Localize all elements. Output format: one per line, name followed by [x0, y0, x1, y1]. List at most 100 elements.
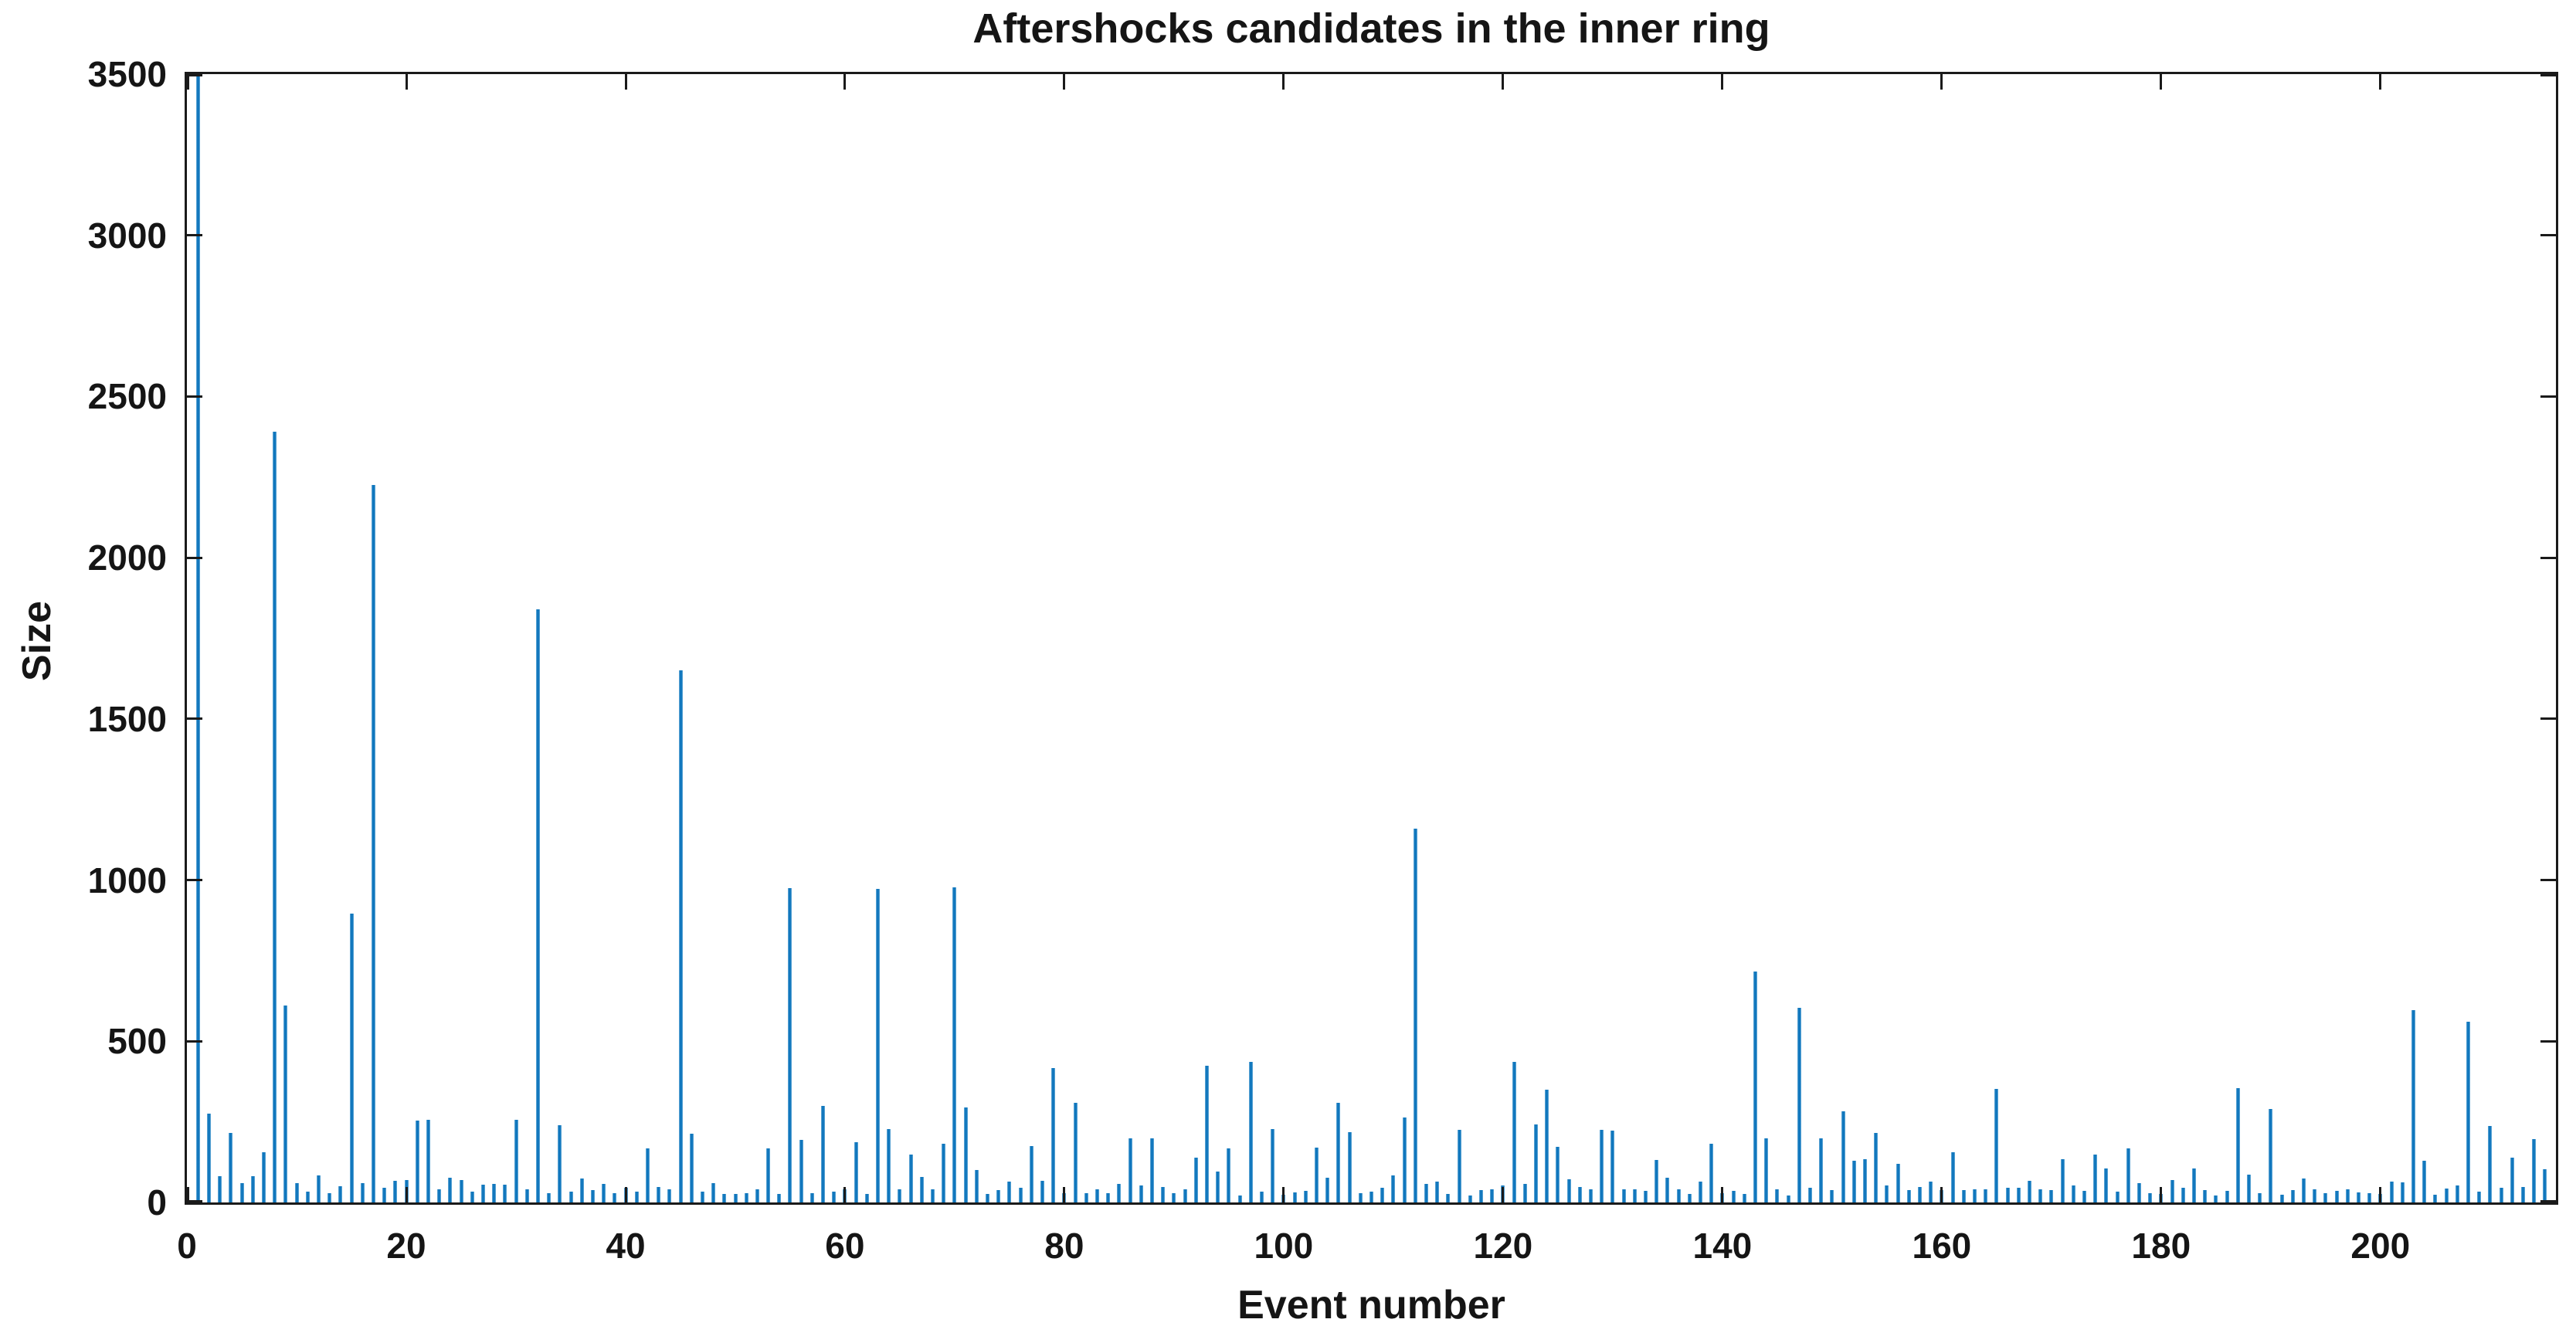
bar-event-134 [1655, 1159, 1659, 1202]
bar-event-202 [2400, 1182, 2405, 1202]
bar-event-158 [1918, 1187, 1922, 1202]
bar-event-85 [1117, 1183, 1122, 1202]
bar-event-207 [2455, 1185, 2459, 1202]
bar-event-66 [908, 1155, 913, 1202]
bar-event-2 [206, 1114, 211, 1202]
bar-event-70 [952, 887, 957, 1202]
bar-event-149 [1819, 1138, 1824, 1202]
x-tick-bottom-140 [1721, 1187, 1724, 1202]
bar-event-65 [898, 1189, 902, 1202]
bar-event-13 [328, 1193, 332, 1202]
bar-event-46 [689, 1134, 694, 1202]
bar-event-188 [2246, 1174, 2251, 1202]
bar-event-48 [711, 1183, 716, 1202]
bar-event-59 [832, 1192, 837, 1202]
x-tick-bottom-200 [2379, 1187, 2382, 1202]
bar-event-15 [349, 914, 354, 1202]
bar-event-47 [700, 1192, 704, 1202]
bar-event-28 [492, 1183, 497, 1202]
bar-event-69 [942, 1143, 946, 1202]
y-tick-left-1500 [187, 717, 202, 721]
bar-event-179 [2148, 1192, 2153, 1202]
x-tick-label-120: 120 [1473, 1226, 1533, 1266]
bar-event-162 [1961, 1190, 1966, 1202]
bar-event-83 [1095, 1189, 1099, 1202]
x-tick-label-40: 40 [606, 1226, 646, 1266]
x-axis-label: Event number [1237, 1283, 1505, 1328]
bar-event-214 [2532, 1138, 2537, 1202]
bar-event-130 [1610, 1130, 1615, 1202]
y-tick-label-2000: 2000 [87, 538, 167, 578]
bar-event-129 [1600, 1130, 1604, 1202]
bar-event-212 [2510, 1158, 2514, 1202]
bar-event-79 [1051, 1068, 1056, 1202]
bar-event-199 [2367, 1192, 2372, 1202]
x-tick-bottom-60 [843, 1187, 847, 1202]
chart-title: Aftershocks candidates in the inner ring [972, 5, 1770, 52]
bar-event-187 [2235, 1087, 2240, 1202]
bar-event-183 [2191, 1168, 2196, 1202]
bar-event-50 [733, 1194, 738, 1202]
bar-event-178 [2136, 1183, 2141, 1202]
x-tick-top-100 [1282, 74, 1285, 90]
bar-event-159 [1929, 1182, 1933, 1202]
bar-event-106 [1347, 1131, 1352, 1202]
y-tick-right-3500 [2540, 74, 2556, 76]
x-tick-label-60: 60 [825, 1226, 865, 1266]
bar-event-26 [470, 1192, 474, 1202]
bar-event-68 [931, 1189, 935, 1202]
bar-event-107 [1358, 1192, 1363, 1202]
y-tick-right-2500 [2540, 395, 2556, 398]
bar-event-22 [426, 1120, 430, 1202]
y-tick-right-0 [2540, 1200, 2556, 1202]
bar-event-132 [1632, 1189, 1637, 1202]
x-tick-label-180: 180 [2131, 1226, 2191, 1266]
bar-event-94 [1216, 1172, 1220, 1202]
bar-event-128 [1589, 1189, 1593, 1202]
bar-event-153 [1863, 1159, 1867, 1202]
bar-event-98 [1260, 1191, 1264, 1202]
y-tick-left-2500 [187, 395, 202, 398]
bar-event-31 [524, 1189, 529, 1202]
bar-event-126 [1566, 1179, 1571, 1202]
bar-event-123 [1534, 1124, 1538, 1202]
bar-event-61 [854, 1141, 858, 1202]
bar-event-156 [1896, 1164, 1900, 1202]
bar-event-125 [1556, 1146, 1560, 1202]
x-tick-label-160: 160 [1912, 1226, 1972, 1266]
bar-event-150 [1830, 1190, 1834, 1202]
x-tick-top-20 [405, 74, 408, 90]
bar-event-53 [766, 1148, 771, 1202]
bar-event-58 [821, 1105, 825, 1202]
bar-event-21 [415, 1121, 419, 1202]
bar-event-195 [2323, 1192, 2328, 1202]
bar-event-209 [2477, 1192, 2482, 1202]
x-tick-top-200 [2379, 74, 2382, 90]
y-tick-left-1000 [187, 879, 202, 882]
x-tick-top-160 [1940, 74, 1943, 90]
bar-event-141 [1731, 1190, 1736, 1202]
y-tick-label-3500: 3500 [87, 54, 167, 94]
y-tick-right-2000 [2540, 556, 2556, 559]
x-tick-top-0 [187, 74, 189, 90]
bar-event-182 [2181, 1187, 2185, 1202]
bar-event-32 [535, 609, 540, 1202]
bar-event-97 [1248, 1061, 1253, 1202]
bar-event-52 [755, 1189, 759, 1202]
bar-event-71 [963, 1107, 968, 1202]
bar-event-143 [1753, 972, 1757, 1202]
bar-event-38 [602, 1183, 606, 1202]
y-tick-left-3500 [187, 74, 202, 76]
bar-event-114 [1435, 1182, 1440, 1202]
x-tick-top-40 [624, 74, 627, 90]
bar-event-57 [809, 1192, 814, 1202]
y-tick-left-500 [187, 1039, 202, 1043]
bar-event-112 [1413, 828, 1417, 1202]
bar-event-155 [1885, 1185, 1889, 1202]
bar-event-43 [657, 1187, 661, 1202]
bar-event-110 [1391, 1175, 1396, 1202]
y-tick-label-500: 500 [107, 1021, 167, 1062]
y-tick-right-1500 [2540, 717, 2556, 721]
bar-event-205 [2433, 1194, 2438, 1202]
